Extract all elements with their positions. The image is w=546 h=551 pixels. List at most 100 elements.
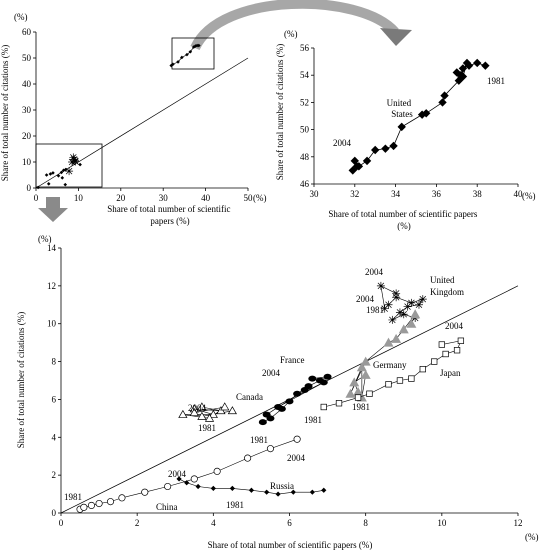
- france-data-point: [300, 386, 309, 393]
- overview-data-point: [65, 167, 74, 176]
- countries-y-tick-label: 8: [52, 357, 57, 367]
- overview-x-tick-label: 10: [74, 193, 84, 203]
- panel-usa-detail: 30 32 34 36 38 40 46 48 50 52 54 56 (%) (%) Share o…: [275, 29, 536, 231]
- usa-data-point: [473, 58, 482, 68]
- overview-data-point: [176, 60, 180, 64]
- japan-data-point: [385, 381, 392, 388]
- y-unit-usa: (%): [284, 29, 298, 39]
- label-japan-2004: 2004: [445, 321, 464, 331]
- germany-data-point: [410, 309, 421, 319]
- canada-data-point: [197, 411, 207, 420]
- united-kingdom-data-point: [392, 289, 401, 298]
- countries-x-tick-label: 6: [287, 518, 292, 528]
- x-axis-label-countries: Share of total number of scientific pape…: [208, 540, 373, 550]
- germany-data-point: [406, 318, 417, 328]
- label-russia-2004: 2004: [168, 469, 187, 479]
- overview-x-tick-label: 50: [244, 193, 254, 203]
- canada-data-point: [197, 402, 207, 411]
- panel-overview: 0 10 20 30 40 50 0 10 20 30 40 50 60 (%) (%) Share o…: [0, 12, 267, 226]
- x-axis-label-usa: Share of total number of scientific pape…: [328, 209, 479, 231]
- united-kingdom-data-point: [403, 302, 412, 311]
- countries-y-tick-label: 4: [52, 432, 57, 442]
- france-data-point: [285, 398, 294, 405]
- zoom-box-upper: [171, 37, 215, 70]
- canada-data-point: [189, 407, 199, 417]
- russia-data-point: [309, 489, 315, 495]
- y-axis-label-overview: Share of total number of citations (%): [0, 45, 10, 181]
- countries-y-tick-label: 6: [52, 394, 57, 404]
- canada-data-point: [220, 402, 230, 411]
- label-usa-2004: 2004: [333, 138, 352, 148]
- panel-other-countries: 0 2 4 6 8 10 12 0 2 4 6 8 10 12 14 (%) (%) Share of to…: [16, 234, 539, 550]
- countries-x-tick-label: 0: [59, 518, 64, 528]
- china-data-point: [213, 467, 221, 475]
- germany-data-point: [398, 324, 409, 334]
- japan-data-point: [335, 400, 343, 407]
- france-data-point: [293, 390, 302, 397]
- label-uk-2004b: 2004: [356, 294, 375, 304]
- label-china-1981-b: 1981: [250, 435, 268, 445]
- china-data-point: [266, 445, 275, 453]
- overview-x-tick-label: 30: [159, 193, 169, 203]
- usa-x-tick-label: 36: [432, 189, 442, 199]
- usa-y-tick-label: 48: [300, 152, 310, 162]
- france-data-point: [319, 379, 328, 386]
- reference-line-overview: [35, 57, 249, 189]
- usa-y-tick-label: 50: [300, 125, 310, 135]
- usa-x-tick-label: 40: [514, 189, 524, 199]
- russia-data-point: [176, 476, 182, 482]
- china-data-point: [244, 454, 252, 462]
- canada-series-line: [182, 406, 233, 419]
- france-data-point: [323, 373, 332, 380]
- japan-data-point: [431, 358, 438, 365]
- overview-data-point: [188, 49, 193, 54]
- label-germany-country: Germany: [373, 360, 407, 370]
- usa-data-point: [452, 68, 461, 77]
- russia-data-point: [184, 480, 190, 486]
- label-china-2004: 2004: [287, 453, 306, 463]
- overview-data-point: [36, 185, 40, 190]
- japan-data-point: [366, 390, 373, 397]
- united-kingdom-data-point: [407, 298, 416, 307]
- overview-data-point: [56, 173, 61, 178]
- usa-data-point: [440, 91, 449, 100]
- germany-data-point: [356, 362, 367, 372]
- japan-data-point: [457, 337, 465, 344]
- france-data-point: [262, 411, 271, 418]
- canada-data-point: [227, 406, 237, 415]
- overview-data-point: [59, 170, 64, 175]
- overview-y-tick-label: 30: [22, 105, 32, 115]
- united-kingdom-data-point: [388, 315, 397, 324]
- overview-y-tick-label: 0: [27, 183, 32, 193]
- russia-data-point: [210, 485, 216, 491]
- japan-data-point: [396, 377, 404, 384]
- y-axis-label-countries: Share of total number of citations (%): [16, 312, 26, 448]
- label-uk-1981: 1981: [366, 305, 384, 315]
- germany-series-line: [350, 314, 416, 398]
- china-data-point: [87, 501, 96, 509]
- overview-data-point: [48, 172, 53, 176]
- usa-y-tick-label: 46: [300, 179, 310, 189]
- usa-data-point: [417, 110, 427, 119]
- united-kingdom-data-point: [418, 295, 427, 304]
- china-data-point: [80, 503, 88, 511]
- countries-x-tick-label: 12: [514, 518, 523, 528]
- usa-data-point: [397, 122, 406, 132]
- china-data-point: [190, 475, 198, 483]
- japan-data-point: [453, 347, 461, 354]
- germany-data-point: [345, 388, 356, 398]
- y-unit-countries: (%): [38, 234, 52, 244]
- x-unit-usa: (%): [522, 191, 536, 201]
- overview-data-point: [69, 153, 78, 162]
- germany-data-point: [360, 356, 371, 366]
- usa-data-point: [422, 109, 431, 118]
- usa-x-tick-label: 32: [350, 189, 359, 199]
- countries-x-tick-label: 10: [437, 518, 447, 528]
- usa-data-point: [348, 166, 357, 175]
- usa-data-point: [481, 61, 490, 70]
- overview-data-point: [193, 44, 198, 48]
- overview-data-point: [46, 182, 51, 186]
- canada-data-point: [208, 409, 218, 418]
- label-japan-country: Japan: [440, 368, 461, 378]
